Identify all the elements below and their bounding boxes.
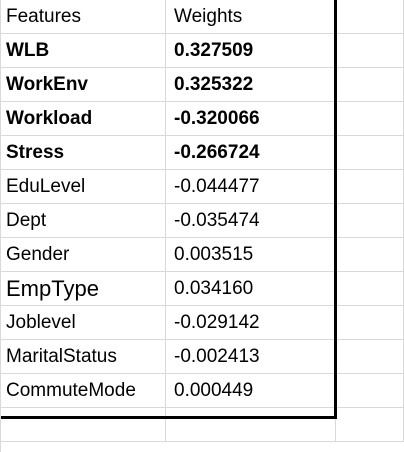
feature-cell[interactable]: MaritalStatus bbox=[0, 340, 166, 374]
header-weights-cell[interactable]: Weights bbox=[166, 0, 336, 34]
weight-cell[interactable]: -0.035474 bbox=[166, 204, 336, 238]
empty-cell[interactable] bbox=[336, 272, 404, 306]
empty-cell[interactable] bbox=[336, 306, 404, 340]
weight-cell[interactable]: 0.327509 bbox=[166, 34, 336, 68]
weight-cell[interactable]: -0.320066 bbox=[166, 102, 336, 136]
empty-cell[interactable] bbox=[336, 102, 404, 136]
empty-cell[interactable] bbox=[336, 408, 404, 442]
cell-grid: Features Weights WLB 0.327509 WorkEnv 0.325… bbox=[0, 0, 404, 442]
weight-cell[interactable]: 0.000449 bbox=[166, 374, 336, 408]
empty-cell[interactable] bbox=[336, 34, 404, 68]
weight-cell[interactable]: -0.029142 bbox=[166, 306, 336, 340]
empty-cell[interactable] bbox=[336, 204, 404, 238]
feature-cell[interactable]: WLB bbox=[0, 34, 166, 68]
weight-cell[interactable]: -0.266724 bbox=[166, 136, 336, 170]
feature-cell[interactable]: CommuteMode bbox=[0, 374, 166, 408]
empty-cell[interactable] bbox=[336, 374, 404, 408]
empty-cell[interactable] bbox=[336, 238, 404, 272]
empty-cell[interactable] bbox=[166, 408, 336, 442]
weight-cell[interactable]: -0.002413 bbox=[166, 340, 336, 374]
feature-cell[interactable]: Joblevel bbox=[0, 306, 166, 340]
feature-cell[interactable]: EmpType bbox=[0, 272, 166, 306]
weight-cell[interactable]: 0.003515 bbox=[166, 238, 336, 272]
empty-cell[interactable] bbox=[336, 136, 404, 170]
weight-cell[interactable]: 0.325322 bbox=[166, 68, 336, 102]
feature-cell[interactable]: Stress bbox=[0, 136, 166, 170]
header-features-cell[interactable]: Features bbox=[0, 0, 166, 34]
feature-cell[interactable]: Workload bbox=[0, 102, 166, 136]
feature-cell[interactable]: Dept bbox=[0, 204, 166, 238]
empty-cell[interactable] bbox=[336, 170, 404, 204]
feature-cell[interactable]: WorkEnv bbox=[0, 68, 166, 102]
feature-cell[interactable]: EduLevel bbox=[0, 170, 166, 204]
weight-cell[interactable]: -0.044477 bbox=[166, 170, 336, 204]
empty-cell[interactable] bbox=[336, 68, 404, 102]
empty-cell[interactable] bbox=[0, 408, 166, 442]
feature-cell[interactable]: Gender bbox=[0, 238, 166, 272]
empty-cell[interactable] bbox=[336, 340, 404, 374]
weight-cell[interactable]: 0.034160 bbox=[166, 272, 336, 306]
grid-line bbox=[0, 0, 1, 452]
empty-cell[interactable] bbox=[336, 0, 404, 34]
